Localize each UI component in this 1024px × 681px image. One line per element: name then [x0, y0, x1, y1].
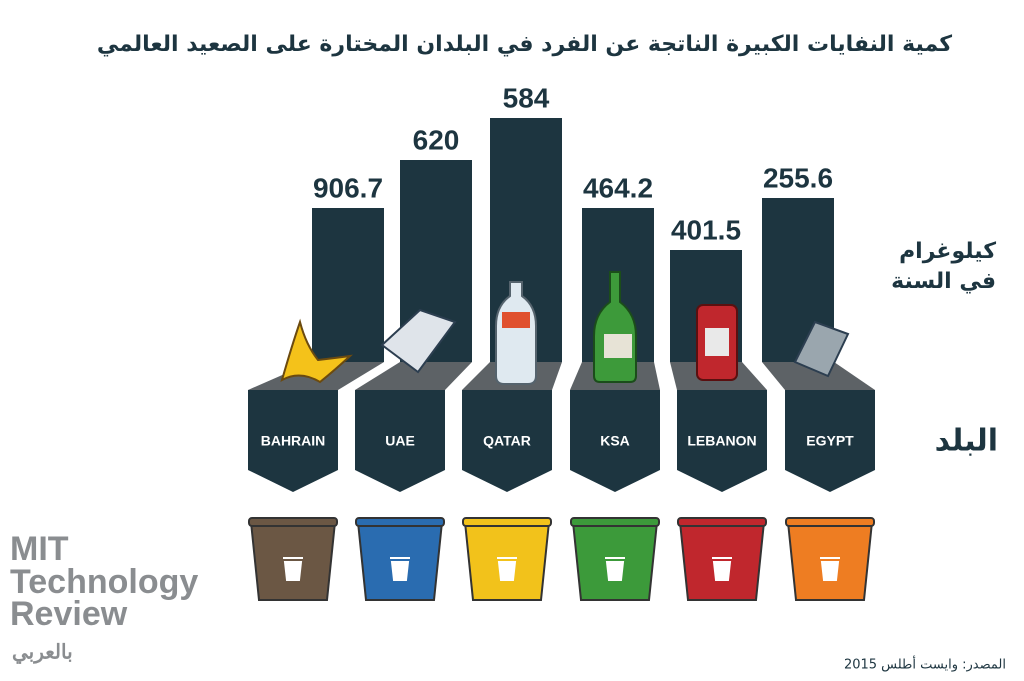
recycle-symbol: [712, 557, 732, 581]
bin-rim: [462, 517, 552, 527]
recycle-symbol: [497, 557, 517, 581]
bin-rim: [570, 517, 660, 527]
bin-rim: [355, 517, 445, 527]
recycle-symbol: [390, 557, 410, 581]
unit-label: في السنة: [891, 269, 996, 294]
value-label: 401.5: [671, 214, 741, 245]
recycle-symbol: [283, 557, 303, 581]
logo-text: MIT: [10, 530, 69, 568]
value-label: 620: [413, 124, 460, 155]
bin-rim: [785, 517, 875, 527]
country-tag: [677, 390, 767, 492]
country-tag: [355, 390, 445, 492]
bar: [312, 208, 384, 362]
bin-rim: [677, 517, 767, 527]
source: المصدر: وايست أطلس 2015: [844, 656, 1006, 673]
x-tick-label: BAHRAIN: [261, 433, 326, 449]
category-label: البلد: [935, 424, 998, 459]
country-tag: [570, 390, 660, 492]
value-label: 464.2: [583, 172, 653, 203]
logo-text: Review: [10, 595, 128, 633]
floor-strip: [355, 362, 472, 390]
country-tag: [248, 390, 338, 492]
logo-text: Technology: [10, 563, 198, 601]
recycle-symbol: [820, 557, 840, 581]
banana-icon: [280, 318, 353, 384]
x-tick-label: EGYPT: [806, 433, 854, 449]
recycle-symbol: [605, 557, 625, 581]
bottle-icon: [495, 281, 537, 385]
can-label: [705, 328, 729, 356]
x-tick-label: LEBANON: [687, 433, 756, 449]
value-label: 255.6: [763, 162, 833, 193]
chart-title: كمية النفايات الكبيرة الناتجة عن الفرد ف…: [97, 32, 952, 57]
x-tick-label: QATAR: [483, 433, 531, 449]
icons: [280, 271, 850, 385]
green-bottle-label: [604, 334, 632, 358]
country-tag: [462, 390, 552, 492]
bin-rim: [248, 517, 338, 527]
unit-label: كيلوغرام: [899, 239, 996, 264]
logo-subtitle: بالعربي: [12, 641, 73, 664]
value-label: 906.7: [313, 172, 383, 203]
tablet-icon: [793, 320, 850, 378]
x-tick-label: UAE: [385, 433, 415, 449]
country-tag: [785, 390, 875, 492]
value-label: 584: [503, 82, 550, 113]
newspaper-icon: [380, 308, 457, 374]
bottle-label: [502, 312, 530, 328]
floor-strip: [762, 362, 875, 390]
x-tick-label: KSA: [600, 433, 630, 449]
